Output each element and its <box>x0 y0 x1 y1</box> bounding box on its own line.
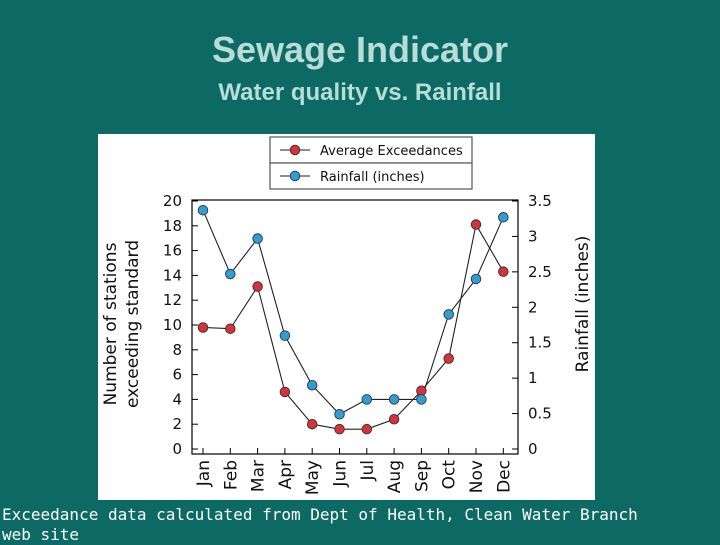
x-tick-label: Jan <box>194 460 214 487</box>
legend: Average Exceedances Rainfall (inches) <box>269 136 473 190</box>
right-tick-label: 0.5 <box>528 405 552 423</box>
right-tick-label: 2.5 <box>528 263 552 281</box>
slide-title: Sewage Indicator <box>211 29 509 70</box>
rainfall-point <box>197 204 209 216</box>
series-line-rainfall <box>202 209 504 415</box>
x-tick-label: Feb <box>221 460 241 490</box>
axis-labels: 0 2 4 6 8 10 12 14 16 18 20 0 0.5 1 1.5 2 2.5 3 3.5 Jan Feb M… <box>101 192 593 495</box>
left-tick-label: 16 <box>163 242 182 260</box>
caption-line-1: Exceedance data calculated from Dept of … <box>2 505 638 524</box>
exceedance-point <box>306 418 318 430</box>
rainfall-point <box>334 409 345 420</box>
right-tick-label: 3.5 <box>528 192 552 210</box>
y-axis-title-line-2: exceeding standard <box>123 240 143 408</box>
x-tick-label: Nov <box>467 460 487 493</box>
exceedance-point <box>388 413 400 425</box>
x-tick-label: Jul <box>358 460 378 482</box>
rainfall-point <box>306 379 318 391</box>
rainfall-point <box>470 273 482 285</box>
legend-label: Rainfall (inches) <box>320 170 425 185</box>
exceedance-point <box>225 323 236 334</box>
y2-axis-title: Rainfall (inches) <box>573 236 593 373</box>
x-tick-label: May <box>303 460 323 495</box>
exceedance-point <box>361 423 373 435</box>
series-lines <box>202 209 504 430</box>
right-tick-label: 2 <box>528 298 538 316</box>
exceedance-point <box>197 322 209 333</box>
exceedance-point <box>252 281 263 292</box>
exceedance-point <box>470 219 482 230</box>
rainfall-point <box>498 212 509 223</box>
rainfall-point <box>443 309 454 320</box>
axes <box>191 199 519 455</box>
rainfall-point <box>252 233 263 244</box>
right-tick-label: 1.5 <box>528 334 552 352</box>
exceedance-point <box>279 386 291 398</box>
exceedance-point <box>334 423 345 435</box>
left-tick-label: 4 <box>172 390 182 408</box>
x-tick-label: Sep <box>412 460 432 492</box>
x-tick-label: Jun <box>331 460 351 488</box>
exceedance-point <box>443 353 454 364</box>
left-tick-label: 0 <box>172 440 182 458</box>
exceedance-point <box>498 266 509 277</box>
source-caption: Exceedance data calculated from Dept of … <box>2 505 718 545</box>
y-axis-title-line-1: Number of stations <box>101 242 121 405</box>
right-tick-label: 1 <box>528 369 538 387</box>
legend-label: Average Exceedances <box>320 144 463 159</box>
chart-panel: Average Exceedances Rainfall (inches) 0 2 4… <box>98 134 595 500</box>
x-tick-label: Dec <box>494 460 514 493</box>
rainfall-point <box>225 268 236 280</box>
left-tick-label: 2 <box>172 415 182 433</box>
slide-subtitle: Water quality vs. Rainfall <box>218 79 502 106</box>
rainfall-point <box>361 394 373 405</box>
x-tick-label: Apr <box>276 460 296 489</box>
right-tick-label: 0 <box>528 440 538 458</box>
left-tick-label: 18 <box>163 217 182 235</box>
x-tick-label: Oct <box>440 460 460 490</box>
plot-frame <box>191 199 519 455</box>
left-tick-label: 6 <box>172 366 182 384</box>
x-tick-label: Mar <box>249 460 269 492</box>
left-tick-label: 20 <box>163 192 182 210</box>
caption-line-2: web site <box>2 525 80 544</box>
legend-marker <box>289 144 301 156</box>
right-tick-label: 3 <box>528 227 538 245</box>
chart-svg: Average Exceedances Rainfall (inches) 0 2 4… <box>101 136 593 495</box>
left-tick-label: 12 <box>163 291 182 309</box>
rainfall-point <box>279 330 291 341</box>
series-line-exceedances <box>202 223 504 430</box>
left-tick-label: 10 <box>163 316 182 334</box>
exceedance-point <box>416 385 427 396</box>
left-tick-label: 8 <box>172 341 182 359</box>
left-tick-label: 14 <box>163 266 182 284</box>
x-tick-label: Aug <box>385 460 405 493</box>
legend-marker <box>289 170 301 182</box>
rainfall-point <box>416 394 427 405</box>
series-points <box>197 204 509 435</box>
rainfall-point <box>388 394 400 405</box>
